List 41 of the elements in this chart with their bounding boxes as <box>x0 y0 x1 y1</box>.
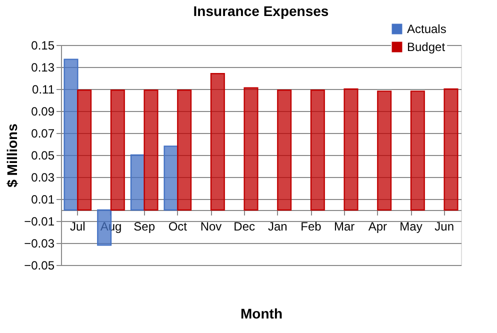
x-tick-label: May <box>400 220 422 234</box>
y-tick-label: 0.07 <box>31 126 55 140</box>
x-tick-label: Nov <box>200 220 222 234</box>
x-tick-label: Oct <box>168 220 188 234</box>
x-tick-label: Dec <box>234 220 256 234</box>
bar <box>277 90 292 211</box>
bar <box>110 90 125 211</box>
x-tick-label: Sep <box>134 220 156 234</box>
x-tick-label: Jun <box>434 220 454 234</box>
bar <box>144 90 158 211</box>
bar <box>64 58 78 211</box>
bar <box>344 88 358 211</box>
bar <box>444 88 458 211</box>
y-tick-label: 0.05 <box>31 148 55 162</box>
bar <box>210 73 225 211</box>
bar <box>177 90 192 211</box>
y-tick-label: −0.03 <box>24 236 55 250</box>
bar <box>377 90 392 211</box>
y-tick-label: 0.03 <box>31 170 55 184</box>
x-axis-title: Month <box>240 306 282 322</box>
x-tick-label: Feb <box>300 220 322 234</box>
y-tick-label: 0.09 <box>31 104 55 118</box>
chart-title: Insurance Expenses <box>193 3 329 19</box>
x-tick-label: Jan <box>268 220 288 234</box>
x-tick-label: Mar <box>334 220 355 234</box>
y-tick-label: 0.01 <box>31 192 55 206</box>
bar <box>244 87 258 211</box>
y-tick-label: −0.01 <box>24 214 55 228</box>
y-tick-label: 0.15 <box>31 38 55 52</box>
y-tick-label: 0.13 <box>31 60 55 74</box>
y-axis-title: $ Millions <box>4 123 20 188</box>
bar <box>410 90 425 211</box>
bar <box>310 90 325 211</box>
x-tick-label: Jul <box>70 220 86 234</box>
legend-label: Actuals <box>407 22 446 36</box>
bar <box>77 90 92 211</box>
x-tick-label: Apr <box>368 220 388 234</box>
legend-label: Budget <box>407 40 446 54</box>
y-tick-label: −0.05 <box>24 258 55 272</box>
bar <box>164 146 178 211</box>
y-tick-label: 0.11 <box>32 82 55 96</box>
